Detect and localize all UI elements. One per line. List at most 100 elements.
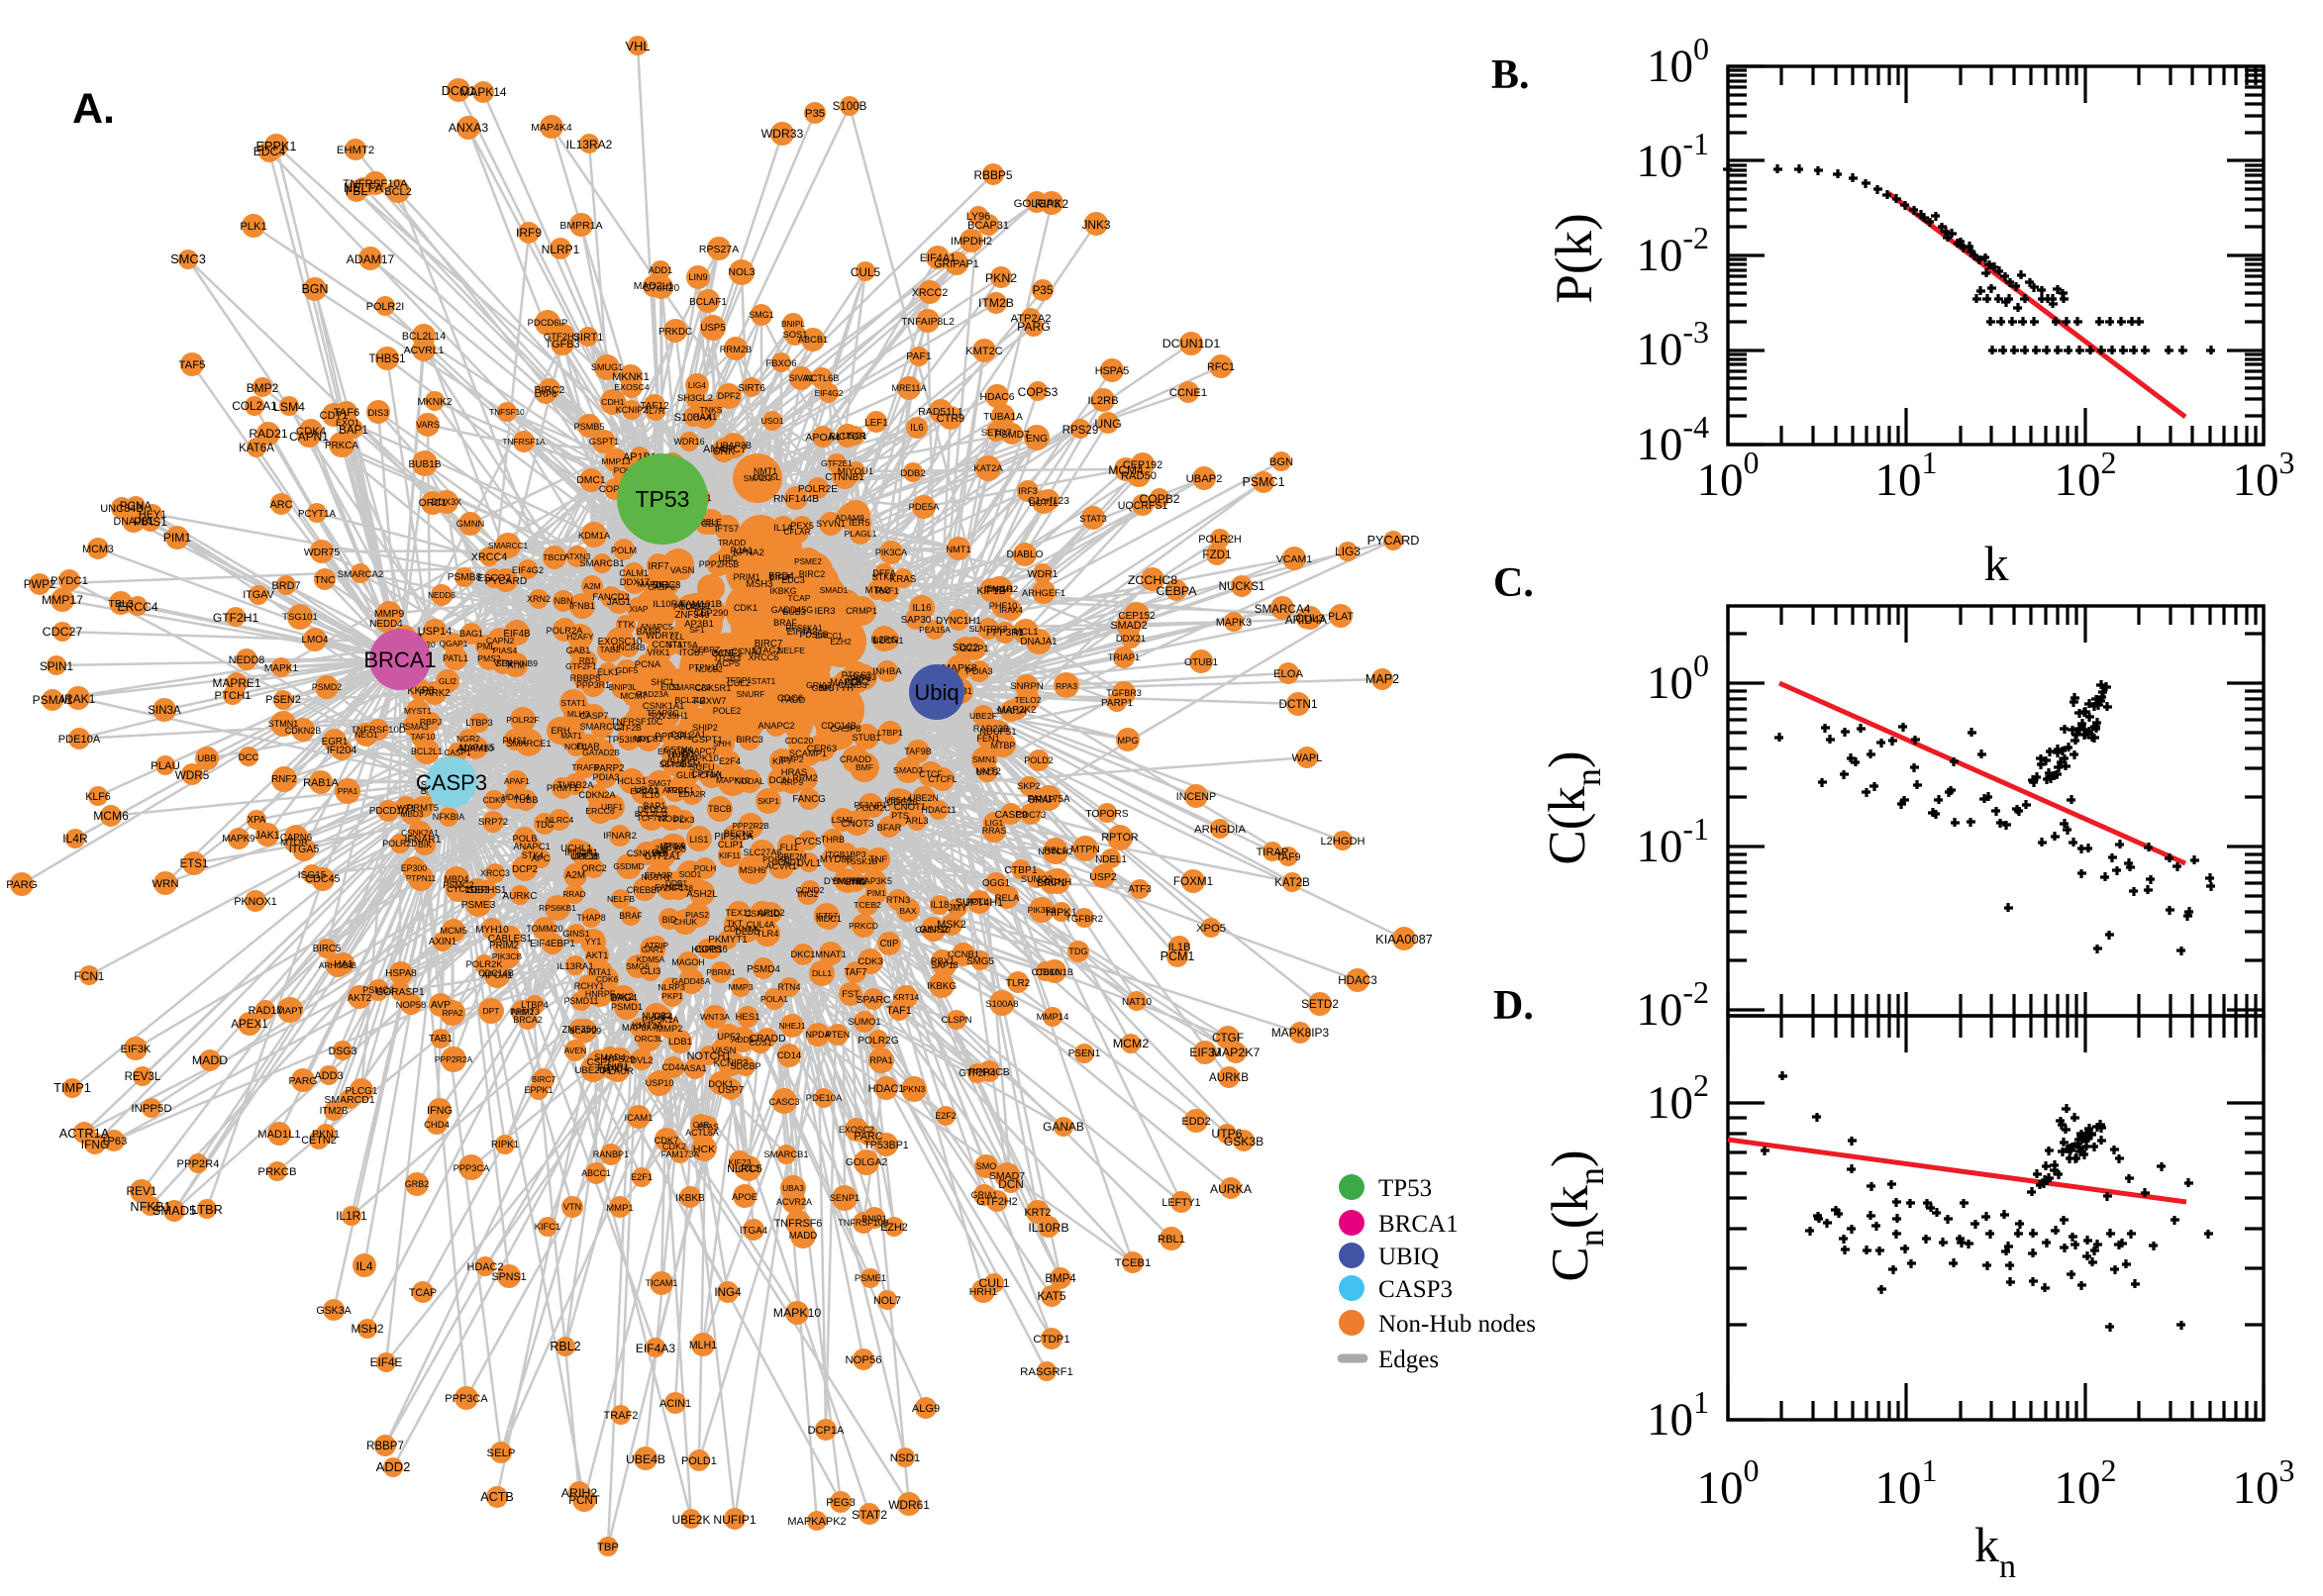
svg-text:SPIN1: SPIN1 [40, 659, 73, 673]
svg-text:SETD2: SETD2 [1301, 998, 1339, 1011]
svg-text:PPP3CB: PPP3CB [968, 1066, 1009, 1078]
svg-text:PHF10: PHF10 [989, 601, 1018, 611]
svg-text:G22P1: G22P1 [960, 643, 988, 653]
svg-text:DCC: DCC [239, 752, 259, 763]
svg-text:MMP14: MMP14 [1037, 1012, 1069, 1023]
svg-text:CASP6: CASP6 [648, 582, 675, 592]
svg-text:UBA1: UBA1 [635, 785, 659, 796]
svg-text:PIM1: PIM1 [163, 531, 192, 545]
svg-text:FEN1: FEN1 [976, 734, 1000, 744]
svg-text:LTBP4: LTBP4 [521, 1000, 549, 1010]
svg-text:PKNOX1: PKNOX1 [234, 896, 276, 908]
svg-text:CDC20: CDC20 [785, 736, 814, 746]
svg-text:GSTM4: GSTM4 [664, 745, 693, 754]
svg-text:DFFA: DFFA [872, 568, 896, 578]
svg-text:FBL: FBL [346, 184, 367, 198]
svg-text:ATF3: ATF3 [1128, 884, 1152, 895]
svg-text:DPF2: DPF2 [718, 391, 741, 401]
svg-text:ERCC6: ERCC6 [585, 806, 615, 816]
svg-text:UQCRFS1: UQCRFS1 [1118, 500, 1168, 512]
svg-text:BNIPL: BNIPL [781, 319, 805, 329]
svg-text:MSH6: MSH6 [740, 865, 766, 876]
svg-text:LTBR: LTBR [191, 1203, 223, 1217]
svg-text:EPPK1: EPPK1 [524, 1085, 553, 1095]
svg-text:GSK3A: GSK3A [316, 1305, 352, 1317]
svg-text:GTF2H4: GTF2H4 [959, 1068, 996, 1079]
svg-text:PRKCB: PRKCB [257, 1166, 296, 1178]
svg-text:PARG: PARG [1017, 320, 1051, 334]
svg-text:PSEN2: PSEN2 [265, 694, 300, 706]
svg-text:BRCA1: BRCA1 [363, 648, 436, 672]
svg-text:TOPORS: TOPORS [1085, 809, 1128, 820]
svg-text:PPA1: PPA1 [338, 786, 358, 796]
svg-text:CDT1: CDT1 [320, 410, 349, 422]
svg-text:GLI3: GLI3 [641, 966, 661, 977]
svg-text:MAP2: MAP2 [1365, 672, 1399, 686]
svg-text:RAF1: RAF1 [875, 586, 899, 596]
svg-text:CDK2: CDK2 [662, 1142, 686, 1151]
svg-text:TNC: TNC [315, 575, 336, 586]
svg-text:TAB2: TAB2 [599, 645, 620, 654]
svg-text:ZNF350: ZNF350 [655, 845, 686, 854]
svg-text:POLR2H: POLR2H [1198, 534, 1242, 546]
svg-text:CTCFL: CTCFL [928, 774, 957, 784]
svg-text:PMS2: PMS2 [477, 653, 501, 663]
svg-text:TP53: TP53 [636, 486, 690, 512]
svg-text:POLR2A: POLR2A [547, 625, 584, 636]
svg-text:LEFTY1: LEFTY1 [1162, 1197, 1200, 1209]
svg-text:MCM5: MCM5 [440, 925, 467, 936]
svg-text:CDK5R1: CDK5R1 [695, 682, 732, 693]
svg-text:ATP2A2: ATP2A2 [1011, 313, 1052, 325]
svg-text:LIS1: LIS1 [689, 835, 708, 845]
svg-text:PIAS2: PIAS2 [685, 910, 709, 920]
svg-text:ACTL6B: ACTL6B [805, 373, 840, 383]
svg-text:CEP152: CEP152 [1118, 611, 1156, 622]
svg-text:KRAS: KRAS [890, 574, 917, 585]
svg-text:IER5: IER5 [849, 518, 869, 529]
svg-text:ING4: ING4 [714, 1286, 742, 1299]
svg-text:NLRP3: NLRP3 [657, 982, 685, 992]
svg-text:CDC27: CDC27 [43, 625, 83, 639]
svg-text:MMP17: MMP17 [42, 593, 83, 607]
svg-text:ACVRL1: ACVRL1 [404, 345, 445, 356]
svg-text:MIYOU1: MIYOU1 [838, 466, 873, 477]
svg-text:APAF1: APAF1 [504, 776, 530, 786]
svg-text:10-1: 10-1 [1636, 126, 1709, 187]
svg-text:MMP2: MMP2 [656, 1024, 683, 1034]
svg-text:WNT3A: WNT3A [700, 1012, 730, 1022]
svg-text:NOP56: NOP56 [845, 1354, 881, 1366]
svg-text:RBL2: RBL2 [550, 1340, 580, 1353]
svg-text:S100A8: S100A8 [985, 999, 1018, 1009]
svg-text:PWP2: PWP2 [24, 579, 56, 591]
svg-text:NEO1: NEO1 [354, 730, 378, 740]
svg-text:CTGF: CTGF [1212, 1031, 1244, 1045]
svg-text:DVL1: DVL1 [797, 858, 822, 869]
svg-text:FAM173A: FAM173A [661, 1149, 700, 1159]
svg-text:AKT2: AKT2 [348, 993, 371, 1004]
svg-text:NOTCH1: NOTCH1 [687, 1050, 732, 1062]
svg-text:CDC45: CDC45 [306, 873, 341, 885]
svg-text:LRP6: LRP6 [535, 389, 557, 399]
svg-text:DCN: DCN [998, 1177, 1024, 1191]
svg-text:MAP2K2: MAP2K2 [998, 705, 1037, 716]
svg-text:RAD23B: RAD23B [973, 723, 1009, 734]
svg-text:NOD2: NOD2 [658, 814, 684, 824]
svg-text:BCAP31: BCAP31 [967, 220, 1009, 232]
svg-text:E2F1: E2F1 [631, 1172, 653, 1182]
svg-text:GADD45G: GADD45G [771, 605, 814, 615]
svg-text:AP2B1: AP2B1 [662, 785, 688, 795]
svg-text:TFDP1: TFDP1 [726, 675, 753, 685]
svg-text:SYVN1: SYVN1 [816, 519, 846, 529]
svg-text:NEDD8: NEDD8 [229, 654, 265, 666]
svg-text:SIRT1: SIRT1 [573, 332, 603, 344]
svg-text:ARID4A: ARID4A [1285, 614, 1327, 627]
svg-text:NLRC4: NLRC4 [546, 815, 574, 825]
svg-text:NUCB1: NUCB1 [634, 734, 662, 744]
svg-text:XPO5: XPO5 [1196, 923, 1226, 935]
svg-text:MCM2: MCM2 [1113, 1037, 1150, 1050]
svg-text:RAB1A: RAB1A [303, 777, 339, 789]
svg-text:CRKL: CRKL [699, 770, 725, 781]
svg-text:TBCD: TBCD [543, 552, 565, 562]
svg-text:RIPK2: RIPK2 [1035, 197, 1068, 211]
svg-text:POLE: POLE [614, 465, 637, 475]
